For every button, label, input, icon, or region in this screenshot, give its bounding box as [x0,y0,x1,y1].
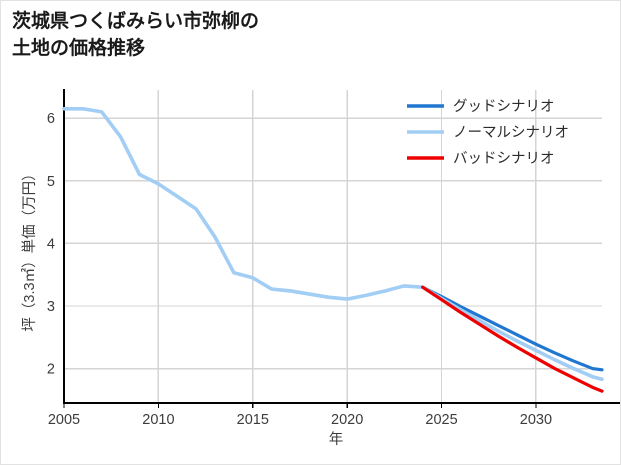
x-tick-label: 2005 [48,412,80,428]
y-tick-label: 5 [47,174,55,190]
y-tick-label: 4 [47,236,55,252]
series-line-normal [62,106,604,382]
x-axis-title: 年 [329,431,344,448]
data-series [62,106,604,393]
x-axis-ticks: 2005 2010 2015 2020 2025 2030 [48,403,552,428]
y-axis-title: 坪（3.3㎡）単価（万円） [21,166,38,331]
x-tick-label: 2020 [331,412,363,428]
y-tick-label: 3 [47,299,55,315]
x-tick-label: 2010 [142,412,174,428]
series-line-bad [421,285,604,393]
y-tick-label: 2 [47,362,55,378]
y-axis-ticks: 2 3 4 5 6 [47,111,55,377]
series-line-good [421,285,604,372]
page-title: 茨城県つくばみらい市弥柳の 土地の価格推移 [12,11,260,59]
x-tick-label: 2015 [237,412,269,428]
legend-label-bad: バッドシナリオ [453,151,555,167]
legend-label-normal: ノーマルシナリオ [453,125,569,141]
legend-label-good: グッドシナリオ [453,98,555,115]
axis-lines [62,89,620,405]
grid-lines [63,90,602,403]
x-tick-label: 2030 [520,412,552,428]
y-tick-label: 6 [47,111,55,127]
x-tick-label: 2025 [425,412,457,428]
